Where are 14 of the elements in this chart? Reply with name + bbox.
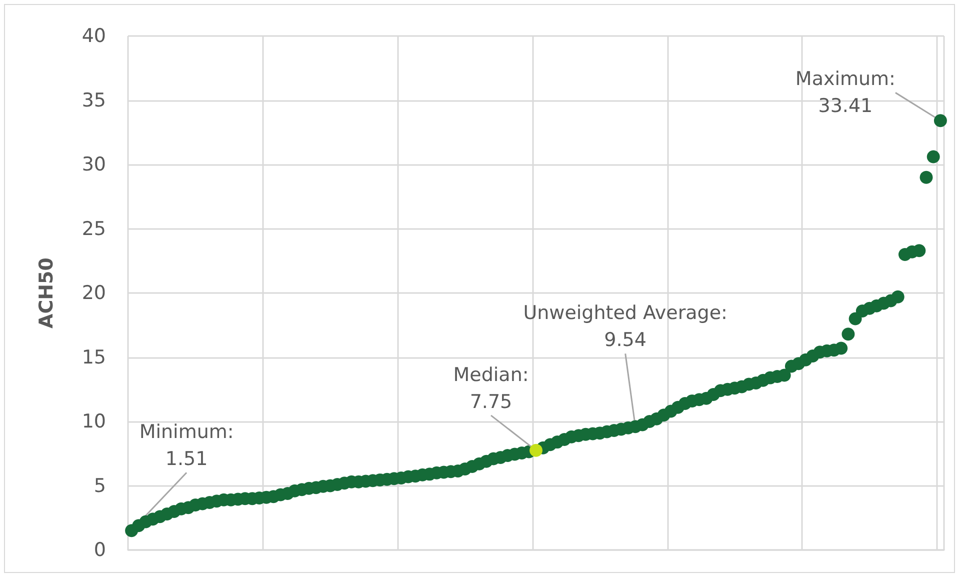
y-tick-label: 20: [82, 282, 106, 304]
y-tick-label: 25: [82, 218, 106, 240]
annotation: Median: 7.75: [453, 364, 529, 413]
y-tick-label: 15: [82, 346, 106, 368]
y-tick-label: 30: [82, 154, 106, 176]
y-tick-label: 35: [82, 89, 106, 112]
y-axis-title: ACH50: [36, 258, 58, 328]
y-tick-label: 5: [94, 474, 106, 497]
y-tick-label: 40: [82, 25, 106, 47]
y-tick-label: 10: [82, 410, 106, 432]
y-tick-label: 0: [94, 539, 106, 561]
annotation: Maximum: 33.41: [795, 68, 896, 118]
annotation: Unweighted Average: 9.54: [523, 302, 728, 352]
annotation: Minimum: 1.51: [139, 421, 234, 470]
